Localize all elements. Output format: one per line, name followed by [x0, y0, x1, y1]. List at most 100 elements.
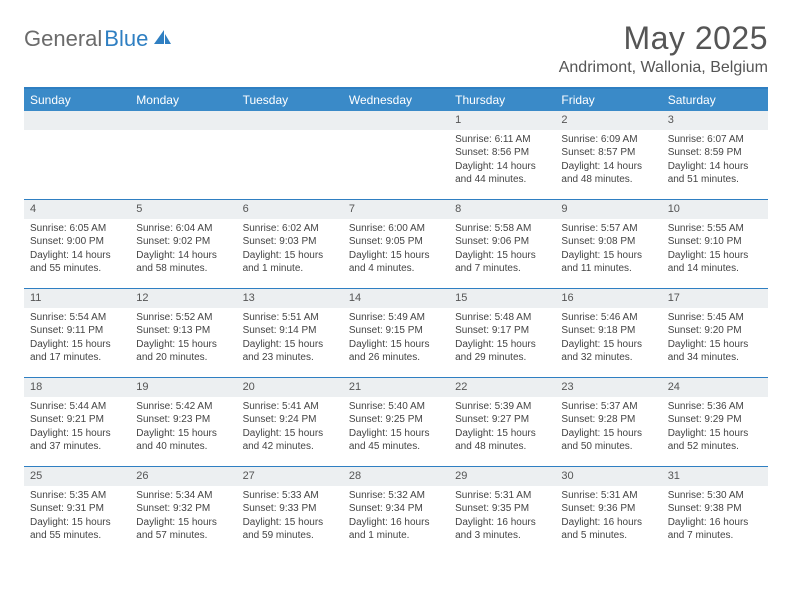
dow-cell: Saturday: [662, 89, 768, 111]
daylight-text: Daylight: 15 hours and 17 minutes.: [30, 338, 124, 365]
dow-cell: Friday: [555, 89, 661, 111]
day-number: 15: [449, 289, 555, 308]
day-cell: 19Sunrise: 5:42 AMSunset: 9:23 PMDayligh…: [130, 378, 236, 466]
sunrise-text: Sunrise: 5:33 AM: [243, 489, 337, 503]
day-number: 31: [662, 467, 768, 486]
week-row: 11Sunrise: 5:54 AMSunset: 9:11 PMDayligh…: [24, 288, 768, 377]
day-number: 1: [449, 111, 555, 130]
daylight-text: Daylight: 15 hours and 11 minutes.: [561, 249, 655, 276]
daylight-text: Daylight: 15 hours and 48 minutes.: [455, 427, 549, 454]
day-number: 18: [24, 378, 130, 397]
day-number: 5: [130, 200, 236, 219]
sunset-text: Sunset: 9:06 PM: [455, 235, 549, 249]
sunrise-text: Sunrise: 6:02 AM: [243, 222, 337, 236]
sunset-text: Sunset: 9:31 PM: [30, 502, 124, 516]
day-body: Sunrise: 5:45 AMSunset: 9:20 PMDaylight:…: [662, 308, 768, 369]
sunrise-text: Sunrise: 5:37 AM: [561, 400, 655, 414]
day-number: 11: [24, 289, 130, 308]
day-body: Sunrise: 5:42 AMSunset: 9:23 PMDaylight:…: [130, 397, 236, 458]
daylight-text: Daylight: 15 hours and 14 minutes.: [668, 249, 762, 276]
daylight-text: Daylight: 15 hours and 20 minutes.: [136, 338, 230, 365]
title-block: May 2025 Andrimont, Wallonia, Belgium: [559, 20, 768, 83]
sunrise-text: Sunrise: 6:11 AM: [455, 133, 549, 147]
sunrise-text: Sunrise: 5:41 AM: [243, 400, 337, 414]
daylight-text: Daylight: 14 hours and 48 minutes.: [561, 160, 655, 187]
day-body: Sunrise: 5:41 AMSunset: 9:24 PMDaylight:…: [237, 397, 343, 458]
day-body: Sunrise: 5:57 AMSunset: 9:08 PMDaylight:…: [555, 219, 661, 280]
sunrise-text: Sunrise: 5:32 AM: [349, 489, 443, 503]
day-body: Sunrise: 5:40 AMSunset: 9:25 PMDaylight:…: [343, 397, 449, 458]
sunrise-text: Sunrise: 6:07 AM: [668, 133, 762, 147]
day-number: 20: [237, 378, 343, 397]
day-cell: 5Sunrise: 6:04 AMSunset: 9:02 PMDaylight…: [130, 200, 236, 288]
sunrise-text: Sunrise: 5:40 AM: [349, 400, 443, 414]
sunset-text: Sunset: 9:35 PM: [455, 502, 549, 516]
sunrise-text: Sunrise: 5:58 AM: [455, 222, 549, 236]
week-row: 4Sunrise: 6:05 AMSunset: 9:00 PMDaylight…: [24, 199, 768, 288]
sunset-text: Sunset: 9:08 PM: [561, 235, 655, 249]
sunrise-text: Sunrise: 5:31 AM: [561, 489, 655, 503]
day-number: 8: [449, 200, 555, 219]
sunset-text: Sunset: 9:38 PM: [668, 502, 762, 516]
daylight-text: Daylight: 15 hours and 42 minutes.: [243, 427, 337, 454]
day-body: Sunrise: 6:04 AMSunset: 9:02 PMDaylight:…: [130, 219, 236, 280]
sunset-text: Sunset: 9:03 PM: [243, 235, 337, 249]
day-cell: 16Sunrise: 5:46 AMSunset: 9:18 PMDayligh…: [555, 289, 661, 377]
day-cell: 6Sunrise: 6:02 AMSunset: 9:03 PMDaylight…: [237, 200, 343, 288]
week-row: 18Sunrise: 5:44 AMSunset: 9:21 PMDayligh…: [24, 377, 768, 466]
sunset-text: Sunset: 9:02 PM: [136, 235, 230, 249]
day-cell: 15Sunrise: 5:48 AMSunset: 9:17 PMDayligh…: [449, 289, 555, 377]
location-label: Andrimont, Wallonia, Belgium: [559, 59, 768, 77]
daylight-text: Daylight: 15 hours and 32 minutes.: [561, 338, 655, 365]
day-cell: 25Sunrise: 5:35 AMSunset: 9:31 PMDayligh…: [24, 467, 130, 555]
dow-cell: Monday: [130, 89, 236, 111]
day-number: 10: [662, 200, 768, 219]
sunrise-text: Sunrise: 5:42 AM: [136, 400, 230, 414]
sunset-text: Sunset: 9:13 PM: [136, 324, 230, 338]
sunset-text: Sunset: 9:36 PM: [561, 502, 655, 516]
daylight-text: Daylight: 16 hours and 3 minutes.: [455, 516, 549, 543]
daylight-text: Daylight: 15 hours and 7 minutes.: [455, 249, 549, 276]
day-number: 30: [555, 467, 661, 486]
day-number: 12: [130, 289, 236, 308]
dow-cell: Tuesday: [237, 89, 343, 111]
daylight-text: Daylight: 14 hours and 58 minutes.: [136, 249, 230, 276]
week-row: 25Sunrise: 5:35 AMSunset: 9:31 PMDayligh…: [24, 466, 768, 555]
day-number: [24, 111, 130, 130]
calendar-grid: SundayMondayTuesdayWednesdayThursdayFrid…: [24, 87, 768, 555]
day-number: 7: [343, 200, 449, 219]
day-cell: [130, 111, 236, 199]
sunrise-text: Sunrise: 6:00 AM: [349, 222, 443, 236]
day-number: [237, 111, 343, 130]
daylight-text: Daylight: 14 hours and 44 minutes.: [455, 160, 549, 187]
day-body: Sunrise: 6:02 AMSunset: 9:03 PMDaylight:…: [237, 219, 343, 280]
day-body: Sunrise: 6:07 AMSunset: 8:59 PMDaylight:…: [662, 130, 768, 191]
day-body: Sunrise: 5:30 AMSunset: 9:38 PMDaylight:…: [662, 486, 768, 547]
day-number: 29: [449, 467, 555, 486]
day-cell: 23Sunrise: 5:37 AMSunset: 9:28 PMDayligh…: [555, 378, 661, 466]
day-cell: 13Sunrise: 5:51 AMSunset: 9:14 PMDayligh…: [237, 289, 343, 377]
day-cell: 8Sunrise: 5:58 AMSunset: 9:06 PMDaylight…: [449, 200, 555, 288]
day-cell: 2Sunrise: 6:09 AMSunset: 8:57 PMDaylight…: [555, 111, 661, 199]
daylight-text: Daylight: 15 hours and 50 minutes.: [561, 427, 655, 454]
day-body: Sunrise: 5:52 AMSunset: 9:13 PMDaylight:…: [130, 308, 236, 369]
sunrise-text: Sunrise: 5:30 AM: [668, 489, 762, 503]
day-cell: 30 Sunrise: 5:31 AMSunset: 9:36 PMDayligh…: [555, 467, 661, 555]
daylight-text: Daylight: 15 hours and 45 minutes.: [349, 427, 443, 454]
day-cell: 28Sunrise: 5:32 AMSunset: 9:34 PMDayligh…: [343, 467, 449, 555]
day-cell: 20Sunrise: 5:41 AMSunset: 9:24 PMDayligh…: [237, 378, 343, 466]
day-body: Sunrise: 6:09 AMSunset: 8:57 PMDaylight:…: [555, 130, 661, 191]
day-body: Sunrise: 5:58 AMSunset: 9:06 PMDaylight:…: [449, 219, 555, 280]
sunset-text: Sunset: 9:33 PM: [243, 502, 337, 516]
day-number: 24: [662, 378, 768, 397]
daylight-text: Daylight: 14 hours and 51 minutes.: [668, 160, 762, 187]
daylight-text: Daylight: 15 hours and 4 minutes.: [349, 249, 443, 276]
day-cell: [24, 111, 130, 199]
day-number: 21: [343, 378, 449, 397]
day-cell: 11Sunrise: 5:54 AMSunset: 9:11 PMDayligh…: [24, 289, 130, 377]
day-number: 22: [449, 378, 555, 397]
day-number: 9: [555, 200, 661, 219]
day-number: 19: [130, 378, 236, 397]
daylight-text: Daylight: 16 hours and 5 minutes.: [561, 516, 655, 543]
sunset-text: Sunset: 9:05 PM: [349, 235, 443, 249]
